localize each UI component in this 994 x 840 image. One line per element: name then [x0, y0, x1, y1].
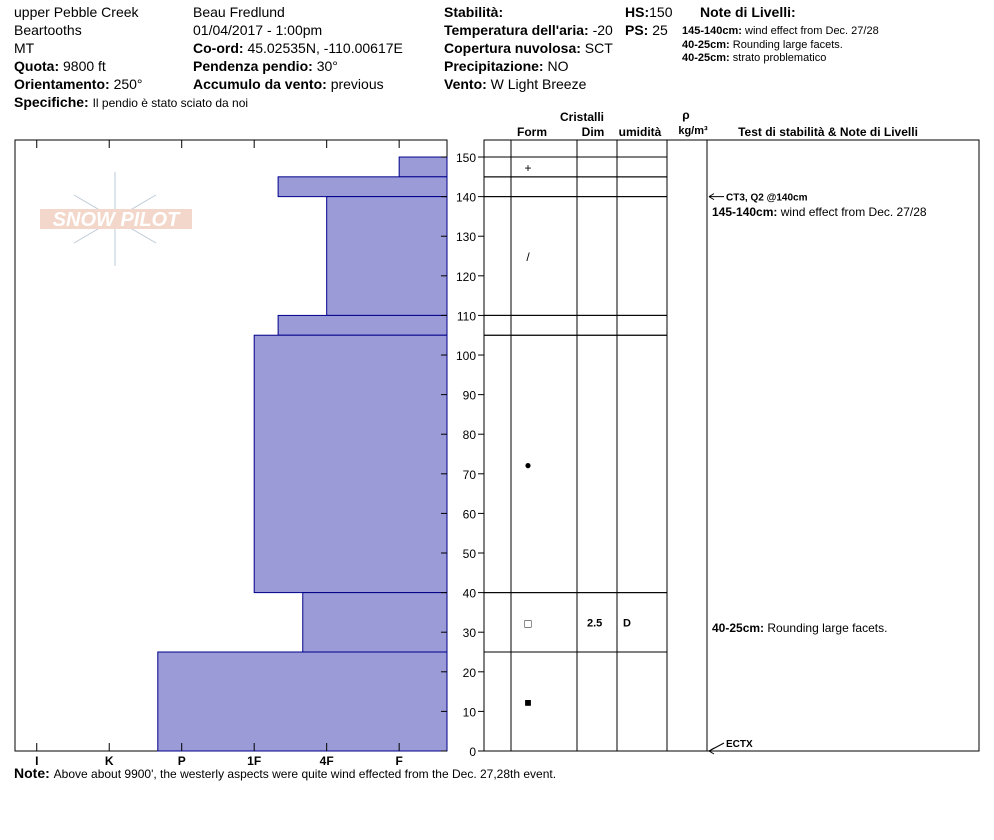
note-text: Rounding large facets. — [767, 621, 887, 635]
note-range: 145-140cm: — [712, 205, 777, 219]
logo-text: SNOW PILOT — [53, 209, 181, 231]
y-tick-label: 70 — [463, 468, 477, 482]
x-tick-label: 4F — [320, 754, 334, 768]
test-arrow — [708, 742, 725, 755]
hardness-bar — [253, 334, 448, 594]
column-headers: Cristalli Form Dim umidità ρ kg/m³ Test … — [517, 108, 918, 139]
form-header: Form — [517, 125, 547, 139]
sky: Copertura nuvolosa: SCT — [444, 40, 613, 56]
x-tick-label: K — [105, 754, 114, 768]
x-tick-label: F — [395, 754, 402, 768]
wind: Vento: W Light Breeze — [444, 76, 587, 92]
logo: SNOW PILOT — [40, 172, 192, 266]
y-tick-label: 140 — [456, 191, 476, 205]
observer: Beau Fredlund — [193, 4, 285, 20]
air-temp: Temperatura dell'aria: -20 — [444, 22, 613, 38]
x-tick-label: 1F — [247, 754, 261, 768]
layer-note: 40-25cm: Rounding large facets. — [682, 39, 843, 51]
hardness-plot — [14, 139, 448, 752]
y-tick-label: 40 — [463, 587, 477, 601]
specifics: Specifiche: Il pendio è stato sciato da … — [14, 94, 248, 110]
table-frame — [483, 139, 980, 752]
location: upper Pebble Creek — [14, 4, 140, 20]
grain-form: ■ — [524, 696, 531, 710]
header: upper Pebble Creek Beartooths MT Quota: … — [14, 4, 879, 110]
y-tick-label: 0 — [469, 745, 476, 759]
y-tick-label: 100 — [456, 349, 476, 363]
y-tick-label: 60 — [463, 507, 477, 521]
layer-note: 145-140cm: wind effect from Dec. 27/28 — [682, 25, 879, 37]
test-arrow — [708, 193, 724, 201]
slope: Pendenza pendio: 30° — [193, 58, 338, 74]
layer-note: 40-25cm: strato problematico — [682, 52, 826, 64]
density-unit: kg/m³ — [678, 125, 708, 137]
tests-header: Test di stabilità & Note di Livelli — [738, 125, 918, 139]
stability: Stabilità: — [444, 4, 503, 20]
elevation: Quota: 9800 ft — [14, 58, 106, 74]
hardness-bar — [398, 156, 448, 178]
range: Beartooths — [14, 22, 82, 38]
note-range: 40-25cm: — [712, 621, 764, 635]
aspect: Orientamento: 250° — [14, 76, 143, 92]
hardness-bar — [302, 592, 448, 653]
hardness-bar — [277, 176, 448, 198]
hardness-bar — [277, 314, 448, 336]
footer: Note: Above about 9900', the westerly as… — [14, 765, 556, 781]
grain-form: / — [526, 250, 530, 264]
y-tick-label: 110 — [457, 309, 476, 323]
x-tick-label: P — [178, 754, 186, 768]
grain-form: + — [524, 161, 531, 175]
y-tick-label: 80 — [463, 428, 477, 442]
grain-size: 2.5 — [587, 617, 602, 629]
y-tick-label: 150 — [456, 151, 476, 165]
density-header: ρ — [682, 108, 689, 122]
coords: Co-ord: 45.02535N, -110.00617E — [193, 40, 403, 56]
y-tick-label: 10 — [463, 705, 477, 719]
test-label: CT3, Q2 @140cm — [726, 193, 808, 204]
layer-notes-title: Note di Livelli: — [700, 4, 796, 20]
moisture-header: umidità — [619, 125, 662, 139]
grain-form: □ — [524, 616, 531, 630]
layer-note: 145-140cm: wind effect from Dec. 27/28 — [712, 205, 927, 219]
wind-loading: Accumulo da vento: previous — [193, 76, 384, 92]
ps: PS: 25 — [625, 22, 668, 38]
logo-band — [40, 209, 192, 229]
precip: Precipitazione: NO — [444, 58, 569, 74]
y-tick-label: 90 — [463, 389, 477, 403]
y-tick-label: 30 — [463, 626, 477, 640]
state: MT — [14, 40, 35, 56]
y-tick-label: 120 — [456, 270, 476, 284]
hardness-bar — [326, 196, 448, 316]
test-label: ECTX — [726, 739, 753, 750]
size-header: Dim — [582, 125, 605, 139]
y-tick-label: 50 — [463, 547, 477, 561]
datetime: 01/04/2017 - 1:00pm — [193, 22, 322, 38]
y-tick-label: 130 — [456, 230, 476, 244]
layer-note: 40-25cm: Rounding large facets. — [712, 621, 887, 635]
hs: HS:150 — [625, 4, 673, 20]
grain-table — [483, 139, 980, 752]
note-text: wind effect from Dec. 27/28 — [780, 205, 927, 219]
hardness-bar — [157, 651, 448, 752]
moisture: D — [623, 617, 631, 629]
crystals-header: Cristalli — [560, 110, 604, 124]
x-tick-label: I — [35, 754, 38, 768]
y-tick-label: 20 — [463, 666, 477, 680]
grain-form: ● — [524, 458, 531, 472]
